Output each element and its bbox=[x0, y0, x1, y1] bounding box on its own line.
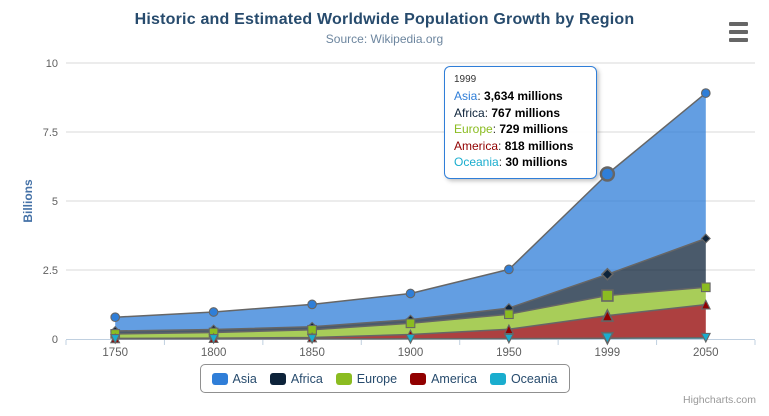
legend-label: Europe bbox=[356, 371, 398, 386]
area-series-africa[interactable] bbox=[115, 238, 706, 334]
legend-label: Oceania bbox=[510, 371, 558, 386]
legend-label: America bbox=[431, 371, 477, 386]
legend-label: Asia bbox=[232, 371, 257, 386]
area-series-america[interactable] bbox=[115, 304, 706, 339]
marker-oceania-1800[interactable] bbox=[208, 334, 219, 345]
marker-europe-1999[interactable] bbox=[601, 289, 614, 302]
y-axis-label-0: 0 bbox=[52, 334, 58, 346]
marker-europe-2050[interactable] bbox=[700, 282, 711, 293]
credits-link[interactable]: Highcharts.com bbox=[683, 394, 756, 406]
marker-europe-1900[interactable] bbox=[405, 318, 416, 329]
legend-swatch-icon bbox=[489, 372, 506, 385]
x-axis-label-1950: 1950 bbox=[496, 347, 522, 359]
legend-label: Africa bbox=[290, 371, 323, 386]
marker-america-2050[interactable] bbox=[700, 299, 711, 310]
legend-swatch-icon bbox=[211, 372, 228, 385]
marker-africa-1999[interactable] bbox=[600, 267, 615, 281]
y-axis-label-5: 5 bbox=[52, 196, 58, 208]
legend-item-europe[interactable]: Europe bbox=[335, 371, 398, 386]
area-series-asia[interactable] bbox=[115, 93, 706, 331]
marker-america-1950[interactable] bbox=[503, 323, 515, 335]
export-menu-button[interactable] bbox=[727, 20, 751, 44]
y-axis-label-10: 10 bbox=[46, 58, 58, 70]
marker-asia-2050[interactable] bbox=[700, 88, 711, 98]
marker-oceania-1999[interactable] bbox=[600, 331, 615, 346]
marker-america-1999[interactable] bbox=[600, 308, 615, 322]
hamburger-icon bbox=[729, 30, 748, 34]
legend-item-oceania[interactable]: Oceania bbox=[489, 371, 558, 386]
marker-oceania-2050[interactable] bbox=[700, 332, 711, 344]
hamburger-icon bbox=[729, 22, 748, 26]
marker-oceania-1950[interactable] bbox=[503, 333, 515, 345]
marker-oceania-1850[interactable] bbox=[306, 334, 318, 345]
y-axis-label-2.5: 2.5 bbox=[43, 265, 58, 277]
x-axis-label-1800: 1800 bbox=[201, 347, 227, 359]
y-axis-title: Billions bbox=[21, 179, 35, 223]
x-axis-label-1850: 1850 bbox=[299, 347, 325, 359]
legend-swatch-icon bbox=[410, 372, 427, 385]
legend-item-africa[interactable]: Africa bbox=[269, 371, 323, 386]
x-axis-label-1900: 1900 bbox=[398, 347, 424, 359]
marker-europe-1950[interactable] bbox=[504, 309, 514, 320]
x-axis-label-1999: 1999 bbox=[595, 347, 621, 359]
marker-asia-1750[interactable] bbox=[110, 312, 121, 323]
marker-asia-1800[interactable] bbox=[208, 307, 219, 317]
hamburger-icon bbox=[729, 38, 748, 42]
marker-asia-1850[interactable] bbox=[307, 299, 317, 310]
legend-item-asia[interactable]: Asia bbox=[211, 371, 257, 386]
chart-title: Historic and Estimated Worldwide Populat… bbox=[134, 11, 635, 28]
marker-asia-1950[interactable] bbox=[504, 264, 514, 275]
x-axis-label-1750: 1750 bbox=[102, 347, 128, 359]
legend-swatch-icon bbox=[335, 372, 352, 385]
marker-oceania-1750[interactable] bbox=[110, 334, 121, 345]
chart-subtitle: Source: Wikipedia.org bbox=[325, 32, 444, 46]
marker-oceania-1900[interactable] bbox=[405, 333, 416, 345]
marker-africa-2050[interactable] bbox=[700, 233, 711, 244]
x-axis-label-2050: 2050 bbox=[693, 347, 719, 359]
legend: Asia Africa Europe America Oceania bbox=[199, 364, 570, 393]
marker-asia-1999[interactable] bbox=[599, 166, 616, 182]
legend-item-america[interactable]: America bbox=[410, 372, 477, 386]
y-axis-label-7.5: 7.5 bbox=[43, 127, 58, 139]
marker-asia-1900[interactable] bbox=[405, 288, 416, 299]
legend-swatch-icon bbox=[269, 372, 286, 385]
